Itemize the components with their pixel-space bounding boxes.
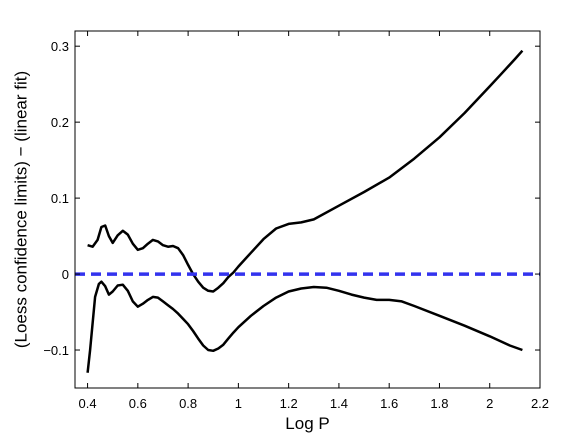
x-tick-label: 1: [235, 396, 242, 411]
y-tick-label: 0: [62, 267, 69, 282]
x-tick-label: 0.6: [129, 396, 147, 411]
x-tick-label: 2.2: [531, 396, 549, 411]
y-axis-ticks: −0.1 0 0.1 0.2 0.3: [43, 39, 540, 358]
lower-confidence-limit-line: [86, 280, 523, 373]
x-tick-label: 1.8: [430, 396, 448, 411]
x-tick-label: 1.4: [330, 396, 348, 411]
plot-area: [75, 49, 540, 373]
plot-frame: [74, 30, 541, 389]
x-axis-ticks: 0.4 0.6 0.8 1 1.2 1.4 1.6 1.8 2 2.2: [79, 31, 549, 411]
x-tick-label: 0.4: [79, 396, 97, 411]
y-tick-label: 0.1: [51, 191, 69, 206]
x-axis-label: Log P: [285, 414, 329, 433]
y-tick-label: −0.1: [43, 343, 69, 358]
x-tick-label: 2: [486, 396, 493, 411]
x-tick-label: 0.8: [179, 396, 197, 411]
y-tick-label: 0.3: [51, 39, 69, 54]
upper-confidence-limit-line: [87, 49, 524, 293]
y-tick-label: 0.2: [51, 115, 69, 130]
x-tick-label: 1.2: [280, 396, 298, 411]
y-axis-label: (Loess confidence limits) − (linear fit): [11, 71, 30, 348]
x-tick-label: 1.6: [380, 396, 398, 411]
